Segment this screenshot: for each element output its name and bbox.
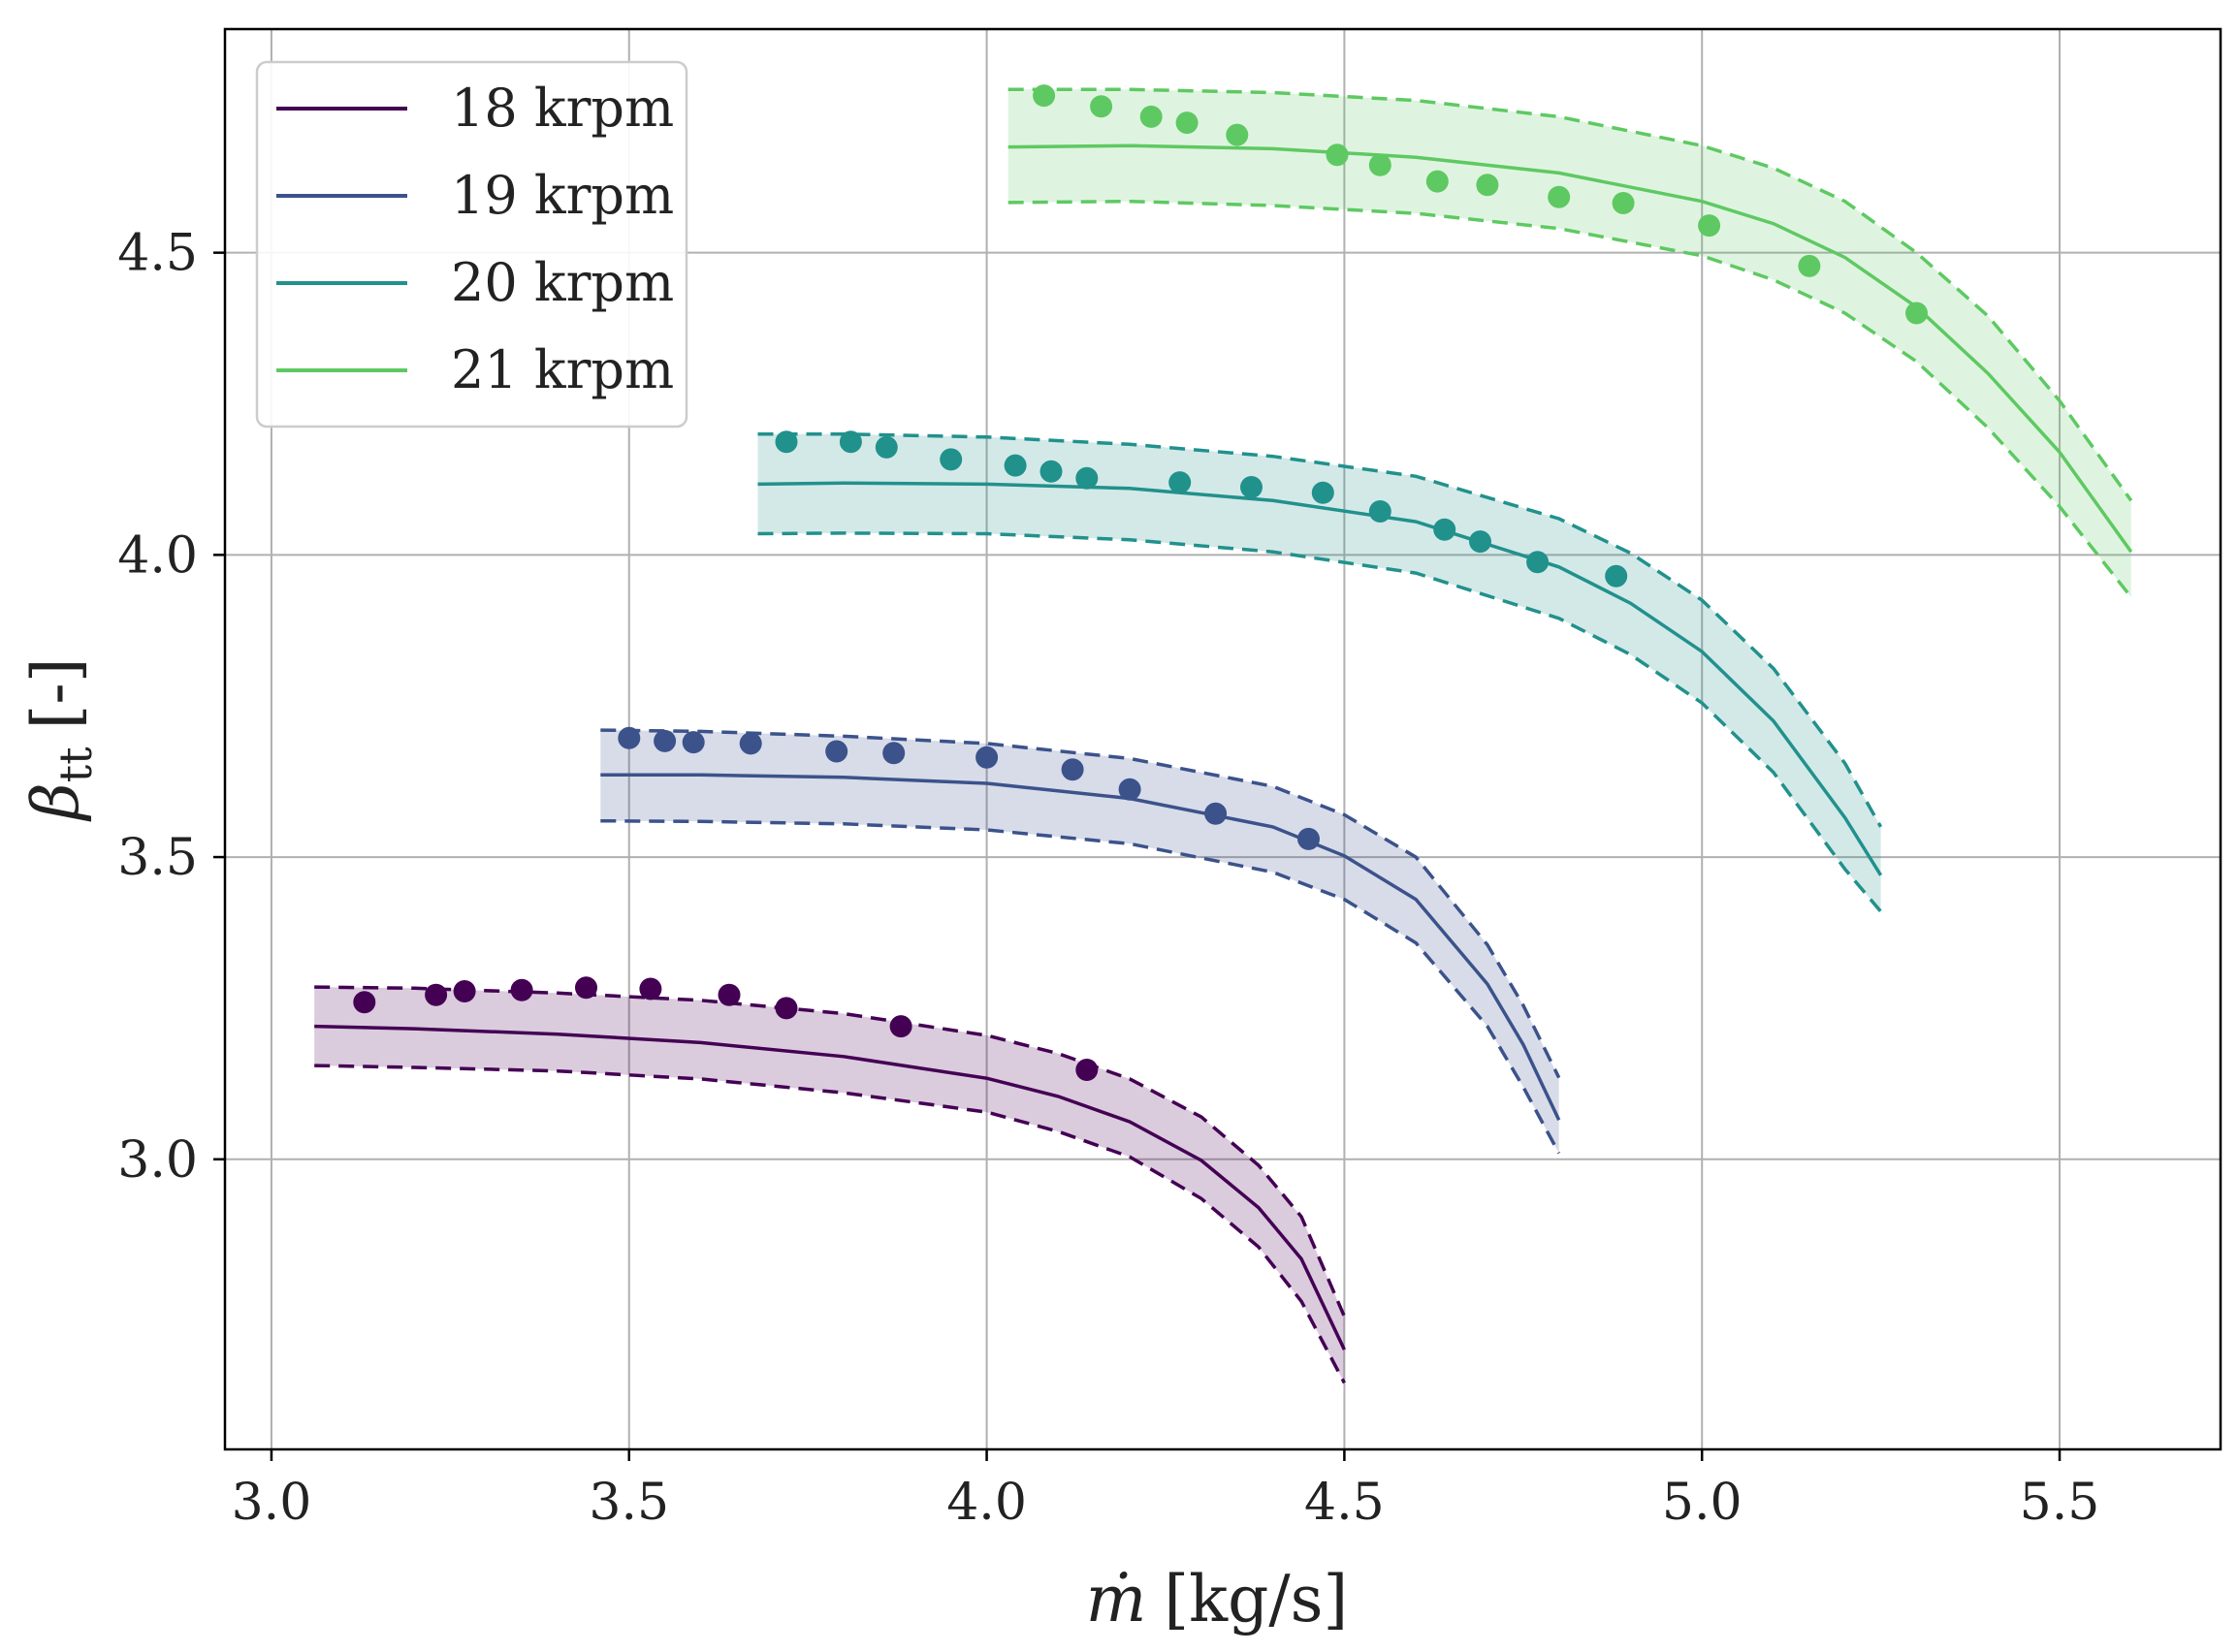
point-19-krpm [739, 732, 762, 755]
point-20-krpm [1526, 551, 1550, 574]
point-21-krpm [1698, 214, 1721, 238]
point-20-krpm [1168, 471, 1192, 494]
point-19-krpm [882, 742, 906, 765]
point-19-krpm [825, 740, 848, 763]
point-18-krpm [353, 991, 376, 1014]
point-18-krpm [510, 978, 533, 1001]
point-21-krpm [1033, 84, 1056, 108]
lower-bound-20-krpm [757, 531, 1882, 913]
point-20-krpm [1433, 518, 1456, 541]
point-19-krpm [1297, 827, 1320, 850]
y-axis-subscript: tt [49, 747, 102, 782]
point-18-krpm [425, 983, 448, 1006]
point-21-krpm [1476, 174, 1499, 197]
band-19-krpm [600, 730, 1559, 1154]
legend: 18 krpm 19 krpm 20 krpm 21 krpm [255, 60, 688, 429]
point-18-krpm [889, 1015, 912, 1038]
point-20-krpm [1039, 460, 1063, 483]
bound-lines [314, 87, 2133, 1384]
point-20-krpm [940, 448, 963, 471]
y-axis-label: βtt [-] [18, 658, 102, 823]
mean-lines [314, 143, 2133, 1350]
point-19-krpm [654, 729, 677, 752]
point-20-krpm [1311, 481, 1334, 504]
legend-label-20-krpm: 20 krpm [451, 252, 674, 313]
y-axis-symbol: β [18, 782, 93, 822]
mean-line-21-krpm [1007, 143, 2133, 554]
point-21-krpm [1175, 111, 1199, 135]
point-18-krpm [639, 977, 662, 1001]
point-21-krpm [1368, 153, 1391, 176]
point-18-krpm [575, 976, 597, 1000]
point-21-krpm [1090, 95, 1113, 118]
x-axis-unit: [kg/s] [1164, 1562, 1348, 1636]
legend-label-21-krpm: 21 krpm [451, 339, 674, 400]
x-tick-label: 4.0 [946, 1474, 1027, 1532]
upper-bound-21-krpm [1007, 87, 2133, 502]
point-21-krpm [1798, 254, 1821, 277]
point-20-krpm [1075, 466, 1099, 490]
point-19-krpm [1061, 758, 1084, 781]
y-axis-unit: [-] [18, 658, 93, 730]
y-tick-label: 3.5 [117, 829, 198, 887]
point-20-krpm [1004, 454, 1027, 477]
point-20-krpm [1368, 500, 1391, 523]
point-21-krpm [1548, 185, 1571, 208]
x-tick-label: 4.5 [1304, 1474, 1385, 1532]
x-tick-label: 3.0 [232, 1474, 312, 1532]
y-tick-label: 3.0 [117, 1131, 198, 1190]
x-axis-ticks: 3.0 3.5 4.0 4.5 5.0 5.5 [232, 1449, 2100, 1532]
point-18-krpm [453, 980, 476, 1002]
point-20-krpm [1469, 530, 1491, 554]
y-axis-ticks: 3.0 3.5 4.0 4.5 [117, 225, 225, 1190]
x-tick-label: 5.0 [1662, 1474, 1742, 1532]
point-21-krpm [1139, 105, 1163, 128]
point-21-krpm [1612, 192, 1635, 214]
x-tick-label: 5.5 [2020, 1474, 2100, 1532]
upper-bound-18-krpm [314, 985, 1347, 1318]
point-18-krpm [1075, 1059, 1099, 1081]
lower-bound-18-krpm [314, 1064, 1346, 1384]
lower-bound-21-krpm [1007, 199, 2133, 599]
legend-frame [255, 60, 688, 429]
point-21-krpm [1326, 143, 1349, 167]
x-axis-symbol: ṁ [1086, 1562, 1147, 1636]
legend-label-19-krpm: 19 krpm [451, 165, 674, 226]
point-21-krpm [1905, 302, 1928, 325]
point-21-krpm [1226, 123, 1249, 146]
lower-bound-19-krpm [600, 818, 1561, 1155]
plot-area-frame [223, 27, 2222, 1451]
y-tick-label: 4.5 [117, 225, 198, 283]
band-20-krpm [757, 433, 1881, 912]
point-18-krpm [718, 983, 741, 1006]
point-18-krpm [775, 997, 798, 1020]
point-20-krpm [875, 435, 898, 459]
uncertainty-bands [314, 89, 2131, 1383]
point-19-krpm [618, 726, 641, 749]
point-19-krpm [1204, 802, 1228, 825]
point-19-krpm [975, 746, 999, 769]
legend-label-18-krpm: 18 krpm [451, 78, 674, 139]
mean-line-19-krpm [600, 773, 1561, 1121]
point-20-krpm [839, 430, 862, 454]
upper-bound-19-krpm [600, 728, 1561, 1079]
x-tick-label: 3.5 [589, 1474, 669, 1532]
band-18-krpm [314, 987, 1345, 1383]
point-20-krpm [1605, 564, 1628, 588]
band-21-krpm [1007, 89, 2131, 598]
point-20-krpm [775, 430, 798, 454]
point-19-krpm [1118, 778, 1141, 801]
y-tick-label: 4.0 [117, 526, 198, 585]
upper-bound-20-krpm [757, 431, 1883, 828]
point-19-krpm [682, 731, 705, 754]
measured-points [353, 84, 1928, 1081]
x-axis-label: ṁ [kg/s] [1086, 1562, 1348, 1636]
point-20-krpm [1240, 476, 1263, 498]
point-21-krpm [1425, 170, 1449, 193]
mean-line-18-krpm [314, 1024, 1346, 1350]
